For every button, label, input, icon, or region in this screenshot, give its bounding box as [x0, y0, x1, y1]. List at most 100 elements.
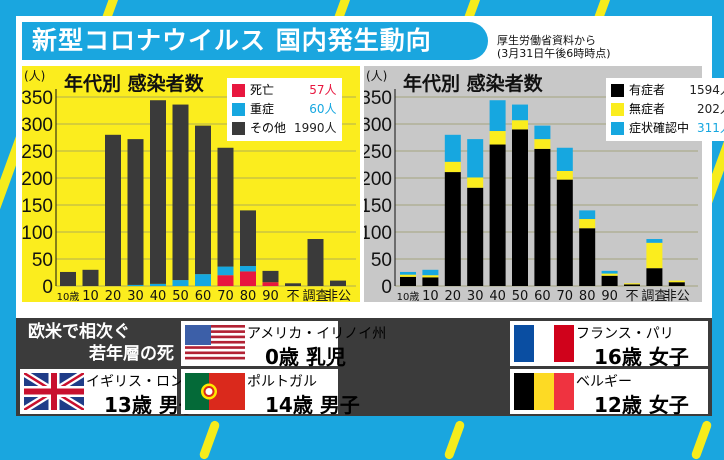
bar-segment-症状確認中 — [512, 104, 528, 121]
bar-segment-有症者 — [512, 129, 528, 286]
bar-segment-その他 — [60, 271, 76, 286]
x-tick-label: 40 — [150, 289, 167, 302]
x-tick-label: 調査 — [641, 289, 667, 302]
bar-segment-無症者 — [668, 280, 685, 283]
x-tick-label: 30 — [127, 289, 144, 302]
legend-value: 1594人 — [689, 83, 724, 97]
bar-segment-その他 — [172, 104, 189, 281]
bar-segment-有症者 — [601, 275, 618, 286]
y-tick-label: 150 — [364, 196, 392, 217]
legend-swatch — [611, 103, 624, 116]
case-card: ポルトガル 14歳 男子 — [181, 369, 360, 417]
bar-segment-症状確認中 — [534, 125, 551, 140]
case-victim: 16歳 女子 — [594, 341, 689, 370]
y-tick-label: 0 — [42, 277, 53, 298]
case-age: 14歳 — [265, 393, 313, 417]
bar-segment-重症 — [150, 283, 166, 286]
x-tick-label: 50 — [512, 289, 529, 302]
bar-segment-重症 — [127, 284, 144, 286]
bar-segment-その他 — [240, 210, 256, 267]
source-line: 厚生労働省資料から — [497, 34, 596, 47]
legend-item: 有症者 1594人 — [611, 81, 724, 100]
legend-label: 重症 — [250, 102, 275, 116]
bar-segment-症状確認中 — [579, 210, 596, 220]
bar-segment-その他 — [82, 269, 99, 286]
belgium-flag-icon — [514, 373, 574, 410]
bar-segment-無症者 — [400, 274, 416, 277]
x-tick-label: 70 — [557, 289, 574, 302]
legend-value: 60人 — [309, 102, 337, 116]
y-tick-label: 100 — [364, 223, 392, 244]
case-location: フランス・パリ — [576, 326, 674, 342]
case-victim: 12歳 女子 — [594, 389, 689, 418]
bar-segment-症状確認中 — [601, 270, 618, 274]
x-tick-label: 80 — [579, 289, 596, 302]
y-tick-label: 50 — [32, 250, 53, 271]
y-tick-label: 0 — [381, 277, 392, 298]
x-tick-label: 10 — [82, 289, 99, 302]
bar-segment-無症者 — [467, 177, 484, 188]
legend-label: 有症者 — [629, 83, 666, 97]
bar-segment-無症者 — [422, 275, 439, 278]
x-tick-label: 10 — [422, 289, 439, 302]
bar-segment-症状確認中 — [646, 239, 663, 243]
chart-legend: 有症者 1594人無症者 202人症状確認中 311人 — [606, 78, 724, 141]
bar-segment-死亡 — [262, 282, 279, 286]
legend-value: 311人 — [697, 121, 724, 135]
legend-swatch — [232, 103, 245, 116]
case-person: 女子 — [648, 393, 689, 417]
x-tick-label: 不 — [286, 289, 299, 302]
legend-item: 症状確認中 311人 — [611, 119, 724, 138]
bar-segment-死亡 — [240, 271, 256, 286]
x-tick-label: 30 — [467, 289, 484, 302]
x-tick-label: 60 — [534, 289, 551, 302]
bar-segment-その他 — [105, 134, 121, 286]
chart-legend: 死亡 57人 重症 60人 その他 1990人 — [227, 78, 342, 141]
bar-segment-有症者 — [579, 228, 596, 286]
case-location: イギリス・ロンドン — [86, 374, 212, 390]
x-tick-label: 20 — [105, 289, 122, 302]
case-victim: 13歳 男子 — [104, 389, 199, 418]
legend-swatch — [232, 122, 245, 135]
legend-swatch — [611, 84, 624, 97]
case-person: 男子 — [319, 393, 360, 417]
bar-segment-有症者 — [467, 187, 484, 286]
y-axis-unit: (人) — [366, 69, 387, 83]
y-tick-label: 150 — [22, 196, 53, 217]
bar-segment-症状確認中 — [400, 271, 416, 275]
x-tick-label: 20 — [445, 289, 462, 302]
y-tick-label: 250 — [364, 142, 392, 163]
bar-segment-重症 — [172, 280, 189, 286]
bar-segment-無症者 — [556, 170, 573, 180]
x-tick-label: 50 — [172, 289, 189, 302]
x-tick-label: 60 — [195, 289, 212, 302]
page-title: 新型コロナウイルス 国内発生動向 — [22, 22, 488, 60]
bar-segment-有症者 — [668, 282, 685, 286]
x-tick-label: 10歳 — [57, 291, 80, 302]
legend-label: 無症者 — [629, 102, 666, 116]
legend-swatch — [611, 122, 624, 135]
bar-segment-有症者 — [646, 268, 663, 286]
bar-segment-有症者 — [624, 284, 640, 286]
bar-segment-重症 — [240, 266, 256, 272]
case-victim: 0歳 乳児 — [265, 341, 346, 370]
bar-segment-症状確認中 — [489, 100, 506, 132]
bar-segment-有症者 — [556, 179, 573, 286]
legend-item: 死亡 57人 — [232, 81, 337, 100]
case-victim: 14歳 男子 — [265, 389, 360, 418]
source-date: (3月31日午後6時時点) — [497, 47, 611, 60]
case-card: フランス・パリ 16歳 女子 — [510, 321, 708, 369]
case-location: ベルギー — [576, 374, 632, 390]
y-tick-label: 300 — [364, 115, 392, 136]
y-tick-label: 350 — [22, 88, 53, 109]
bar-segment-無症者 — [534, 139, 551, 149]
legend-label: 症状確認中 — [629, 121, 690, 135]
decor-streak — [198, 419, 221, 460]
bar-segment-その他 — [307, 239, 324, 286]
chart-title: 年代別 感染者数 — [64, 72, 205, 95]
bar-segment-症状確認中 — [467, 139, 484, 178]
legend-value: 1990人 — [294, 121, 337, 135]
chart-title: 年代別 感染者数 — [403, 72, 544, 95]
